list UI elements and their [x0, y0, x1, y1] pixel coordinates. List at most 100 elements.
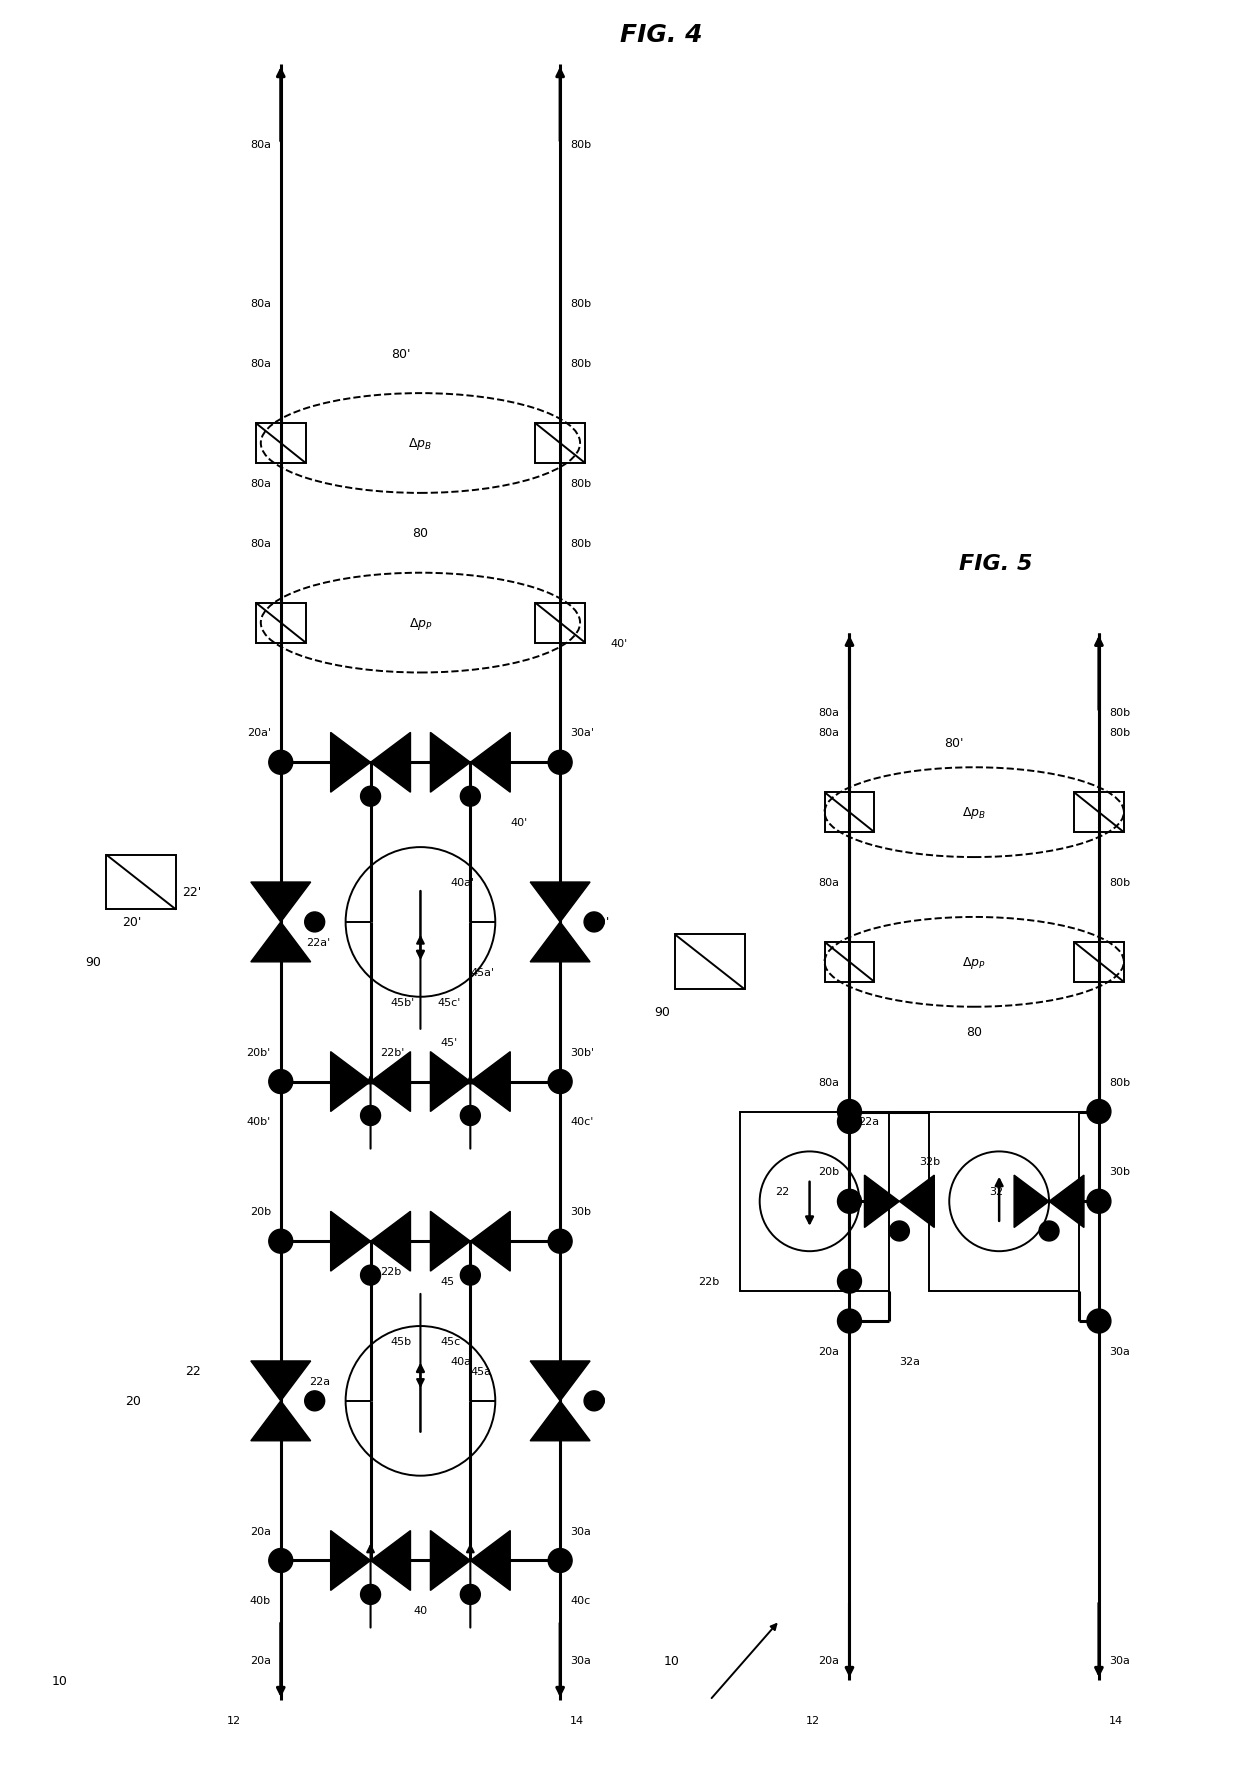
Text: 40c: 40c [570, 1595, 590, 1606]
Text: 30b': 30b' [570, 1048, 594, 1057]
Bar [255, 604, 306, 643]
Text: 80a: 80a [249, 358, 270, 369]
Text: 45b': 45b' [391, 998, 414, 1007]
Polygon shape [430, 1051, 470, 1112]
Text: 30b: 30b [1109, 1167, 1130, 1176]
Text: 80b: 80b [1109, 707, 1130, 718]
Text: 22b: 22b [698, 1276, 719, 1287]
Text: FIG. 4: FIG. 4 [620, 23, 703, 46]
Text: 80b: 80b [1109, 877, 1130, 887]
Circle shape [269, 1230, 293, 1253]
Text: 14: 14 [1109, 1714, 1123, 1725]
Text: 20a: 20a [818, 1345, 839, 1356]
Text: 30': 30' [590, 916, 609, 928]
Bar [1074, 943, 1123, 982]
Text: 80: 80 [413, 527, 429, 540]
Text: 22': 22' [182, 886, 201, 898]
Text: 80b: 80b [570, 139, 591, 150]
Text: 80': 80' [391, 347, 410, 360]
Bar [536, 424, 585, 463]
Text: 45c: 45c [440, 1336, 460, 1345]
Text: 80a: 80a [818, 707, 839, 718]
Polygon shape [250, 923, 311, 962]
Text: 80b: 80b [570, 479, 591, 488]
Bar [929, 1112, 1079, 1292]
Text: 30a: 30a [570, 1655, 591, 1666]
Polygon shape [331, 1212, 371, 1271]
Text: 40: 40 [413, 1606, 428, 1616]
Circle shape [837, 1110, 862, 1133]
Circle shape [361, 1584, 381, 1604]
Circle shape [1087, 1099, 1111, 1124]
Circle shape [305, 1392, 325, 1411]
Circle shape [1087, 1310, 1111, 1333]
Text: 80b: 80b [570, 538, 591, 549]
Circle shape [460, 1584, 480, 1604]
Text: 30a': 30a' [570, 727, 594, 738]
Text: 10: 10 [51, 1673, 67, 1688]
Text: 20: 20 [125, 1395, 141, 1408]
Text: 14: 14 [570, 1714, 584, 1725]
Circle shape [269, 750, 293, 775]
Text: 22a: 22a [310, 1376, 331, 1386]
Text: 80': 80' [945, 736, 963, 750]
Text: 30a: 30a [1109, 1345, 1130, 1356]
Text: 80a: 80a [818, 1076, 839, 1087]
Text: 80b: 80b [570, 299, 591, 308]
Circle shape [889, 1221, 909, 1242]
Polygon shape [1014, 1176, 1049, 1228]
Circle shape [1087, 1190, 1111, 1214]
Text: 20': 20' [122, 916, 141, 928]
Text: 45: 45 [440, 1276, 455, 1287]
Circle shape [305, 912, 325, 932]
Text: 30: 30 [590, 1395, 606, 1408]
Circle shape [548, 1069, 572, 1094]
Text: 80a: 80a [249, 538, 270, 549]
Circle shape [361, 788, 381, 807]
Polygon shape [371, 1531, 410, 1591]
Text: 45a: 45a [470, 1367, 491, 1376]
Text: 10: 10 [663, 1654, 680, 1666]
Text: FIG. 5: FIG. 5 [960, 554, 1033, 574]
Circle shape [361, 1107, 381, 1126]
Polygon shape [899, 1176, 934, 1228]
Text: 20b': 20b' [247, 1048, 270, 1057]
Text: 40c': 40c' [570, 1117, 594, 1126]
Circle shape [460, 788, 480, 807]
Text: 22a': 22a' [306, 937, 331, 948]
Text: 20a': 20a' [247, 727, 270, 738]
Polygon shape [371, 732, 410, 793]
Bar [675, 936, 745, 989]
Circle shape [361, 1265, 381, 1285]
Text: 40b': 40b' [247, 1117, 270, 1126]
Polygon shape [250, 1401, 311, 1442]
Circle shape [548, 750, 572, 775]
Text: 40': 40' [610, 638, 627, 649]
Polygon shape [1049, 1176, 1084, 1228]
Bar [255, 424, 306, 463]
Bar [1074, 793, 1123, 832]
Circle shape [837, 1310, 862, 1333]
Text: 20b: 20b [818, 1167, 839, 1176]
Text: 20a: 20a [249, 1525, 270, 1536]
Text: 80a: 80a [249, 299, 270, 308]
Text: 22b': 22b' [381, 1048, 405, 1057]
Polygon shape [250, 882, 311, 923]
Polygon shape [531, 1361, 590, 1401]
Text: 20a: 20a [818, 1655, 839, 1666]
Polygon shape [531, 1401, 590, 1442]
Text: 45': 45' [440, 1037, 458, 1048]
Text: 80a: 80a [818, 877, 839, 887]
Circle shape [548, 1230, 572, 1253]
Text: 32: 32 [990, 1187, 1003, 1198]
Text: 30a: 30a [1109, 1655, 1130, 1666]
Text: 40': 40' [510, 818, 527, 827]
Text: 20b: 20b [249, 1206, 270, 1217]
Text: 22: 22 [185, 1365, 201, 1377]
Polygon shape [470, 1212, 510, 1271]
Text: 45b: 45b [391, 1336, 412, 1345]
Circle shape [837, 1190, 862, 1214]
Text: 90: 90 [86, 955, 102, 969]
Circle shape [584, 1392, 604, 1411]
Text: 80b: 80b [1109, 1076, 1130, 1087]
